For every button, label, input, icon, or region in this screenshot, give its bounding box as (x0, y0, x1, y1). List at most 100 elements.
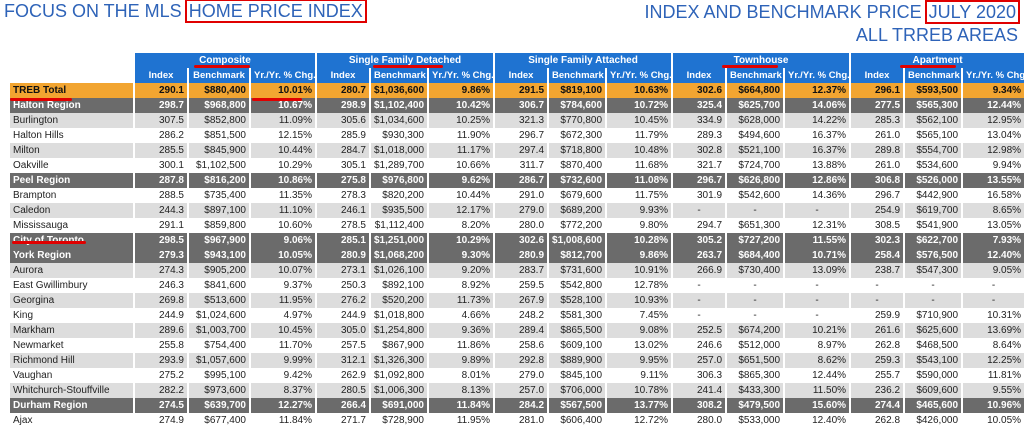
table-row: Oakville 300.1 $1,102,500 10.29% 305.1 $1,289… (10, 158, 1024, 173)
index-cell: 302.6 (671, 83, 727, 98)
area-name-cell: York Region (10, 248, 134, 263)
yoy-change-cell: 8.20% (426, 218, 495, 233)
benchmark-cell: $547,300 (903, 263, 963, 278)
yoy-change-cell: 13.77% (605, 398, 673, 413)
index-cell: 269.8 (133, 293, 188, 308)
benchmark-cell: - (725, 203, 785, 218)
yoy-change-cell: 11.70% (249, 338, 316, 353)
index-cell: 238.7 (849, 263, 905, 278)
index-cell: 302.6 (493, 233, 549, 248)
benchmark-cell: $730,400 (725, 263, 785, 278)
benchmark-cell: $816,200 (187, 173, 250, 188)
benchmark-cell: $628,000 (725, 113, 785, 128)
area-name-cell: Markham (10, 323, 134, 338)
benchmark-cell: $943,100 (187, 248, 250, 263)
benchmark-cell: $845,900 (187, 143, 250, 158)
yoy-change-cell: 7.45% (605, 308, 673, 323)
benchmark-cell: $520,200 (369, 293, 428, 308)
yoy-change-cell: 10.72% (605, 98, 673, 113)
index-cell: 282.2 (133, 383, 188, 398)
benchmark-cell: $689,200 (547, 203, 607, 218)
index-cell: 263.7 (671, 248, 727, 263)
hpi-table: Composite Single Family Detached Single … (10, 53, 1024, 428)
index-cell: 267.9 (493, 293, 549, 308)
index-cell: 293.9 (133, 353, 188, 368)
yoy-change-cell: 10.05% (961, 413, 1024, 428)
benchmark-cell: $784,600 (547, 98, 607, 113)
index-cell: 261.0 (849, 158, 905, 173)
yoy-change-cell: 14.06% (783, 98, 851, 113)
yoy-change-cell: 9.42% (249, 368, 316, 383)
index-cell: 278.3 (315, 188, 370, 203)
yoy-change-cell: 8.97% (783, 338, 851, 353)
index-cell: 278.5 (315, 218, 370, 233)
index-cell: 291.1 (133, 218, 188, 233)
yoy-change-cell: 9.99% (249, 353, 316, 368)
index-cell: 266.4 (315, 398, 370, 413)
area-name-cell: Oakville (10, 158, 134, 173)
yoy-change-cell: 10.66% (426, 158, 495, 173)
index-cell: 296.1 (849, 83, 905, 98)
yoy-change-cell: 11.90% (426, 128, 495, 143)
index-cell: 305.1 (315, 158, 370, 173)
benchmark-cell: $892,100 (369, 278, 428, 293)
sub-header-yoy-change: Yr./Yr. % Chg. (426, 68, 495, 83)
benchmark-cell: $590,000 (903, 368, 963, 383)
index-cell: 280.0 (671, 413, 727, 428)
index-cell: - (671, 278, 727, 293)
table-row: Vaughan 275.2 $995,100 9.42% 262.9 $1,092,800… (10, 368, 1024, 383)
benchmark-cell: $593,500 (903, 83, 963, 98)
yoy-change-cell: 10.45% (605, 113, 673, 128)
index-cell: 285.5 (133, 143, 188, 158)
benchmark-cell: $1,003,700 (187, 323, 250, 338)
page-title-right: INDEX AND BENCHMARK PRICE JULY 2020 ALL … (645, 0, 1021, 47)
yoy-change-cell: 12.15% (249, 128, 316, 143)
benchmark-cell: $677,400 (187, 413, 250, 428)
index-cell: 280.7 (315, 83, 370, 98)
area-name-cell: Vaughan (10, 368, 134, 383)
index-cell: 271.7 (315, 413, 370, 428)
area-name-cell: TREB Total (10, 83, 134, 98)
index-cell: 275.2 (133, 368, 188, 383)
table-row: Markham 289.6 $1,003,700 10.45% 305.0 $1,254,… (10, 323, 1024, 338)
index-cell: 306.7 (493, 98, 549, 113)
group-header-apartment: Apartment (849, 53, 1024, 68)
area-name-cell: Richmond Hill (10, 353, 134, 368)
index-cell: 280.5 (315, 383, 370, 398)
yoy-change-cell: 9.30% (426, 248, 495, 263)
yoy-change-cell: 10.78% (605, 383, 673, 398)
benchmark-cell: $674,200 (725, 323, 785, 338)
benchmark-cell: $1,026,100 (369, 263, 428, 278)
benchmark-cell: $706,000 (547, 383, 607, 398)
benchmark-cell: $542,600 (725, 188, 785, 203)
yoy-change-cell: 10.96% (961, 398, 1024, 413)
benchmark-cell: $851,500 (187, 128, 250, 143)
sub-header-benchmark: Benchmark (187, 68, 250, 83)
group-header-row: Composite Single Family Detached Single … (10, 53, 1024, 68)
areas-label: ALL TRREB AREAS (855, 25, 1018, 45)
yoy-change-cell: 9.37% (249, 278, 316, 293)
table-row: East Gwillimbury 246.3 $841,600 9.37% 250.3 $… (10, 278, 1024, 293)
yoy-change-cell: 10.28% (605, 233, 673, 248)
index-cell: 321.7 (671, 158, 727, 173)
area-name-cell: East Gwillimbury (10, 278, 134, 293)
yoy-change-cell: 13.05% (961, 218, 1024, 233)
index-cell: 283.7 (493, 263, 549, 278)
table-row: Georgina 269.8 $513,600 11.95% 276.2 $520,200… (10, 293, 1024, 308)
yoy-change-cell: 8.65% (961, 203, 1024, 218)
index-cell: 274.4 (849, 398, 905, 413)
yoy-change-cell: 10.63% (605, 83, 673, 98)
benchmark-cell: $870,400 (547, 158, 607, 173)
table-row: Richmond Hill 293.9 $1,057,600 9.99% 312.1 $1… (10, 353, 1024, 368)
index-cell: 244.9 (315, 308, 370, 323)
benchmark-cell: $727,200 (725, 233, 785, 248)
page-title-left: FOCUS ON THE MLS HOME PRICE INDEX (4, 0, 367, 23)
title-prefix: FOCUS ON THE MLS (4, 1, 187, 21)
yoy-change-cell: 10.05% (249, 248, 316, 263)
benchmark-cell: $1,112,400 (369, 218, 428, 233)
index-cell: 291.5 (493, 83, 549, 98)
index-cell: 294.7 (671, 218, 727, 233)
table-row: Caledon 244.3 $897,100 11.10% 246.1 $935,500 1… (10, 203, 1024, 218)
benchmark-cell: $479,500 (725, 398, 785, 413)
yoy-change-cell: 15.60% (783, 398, 851, 413)
